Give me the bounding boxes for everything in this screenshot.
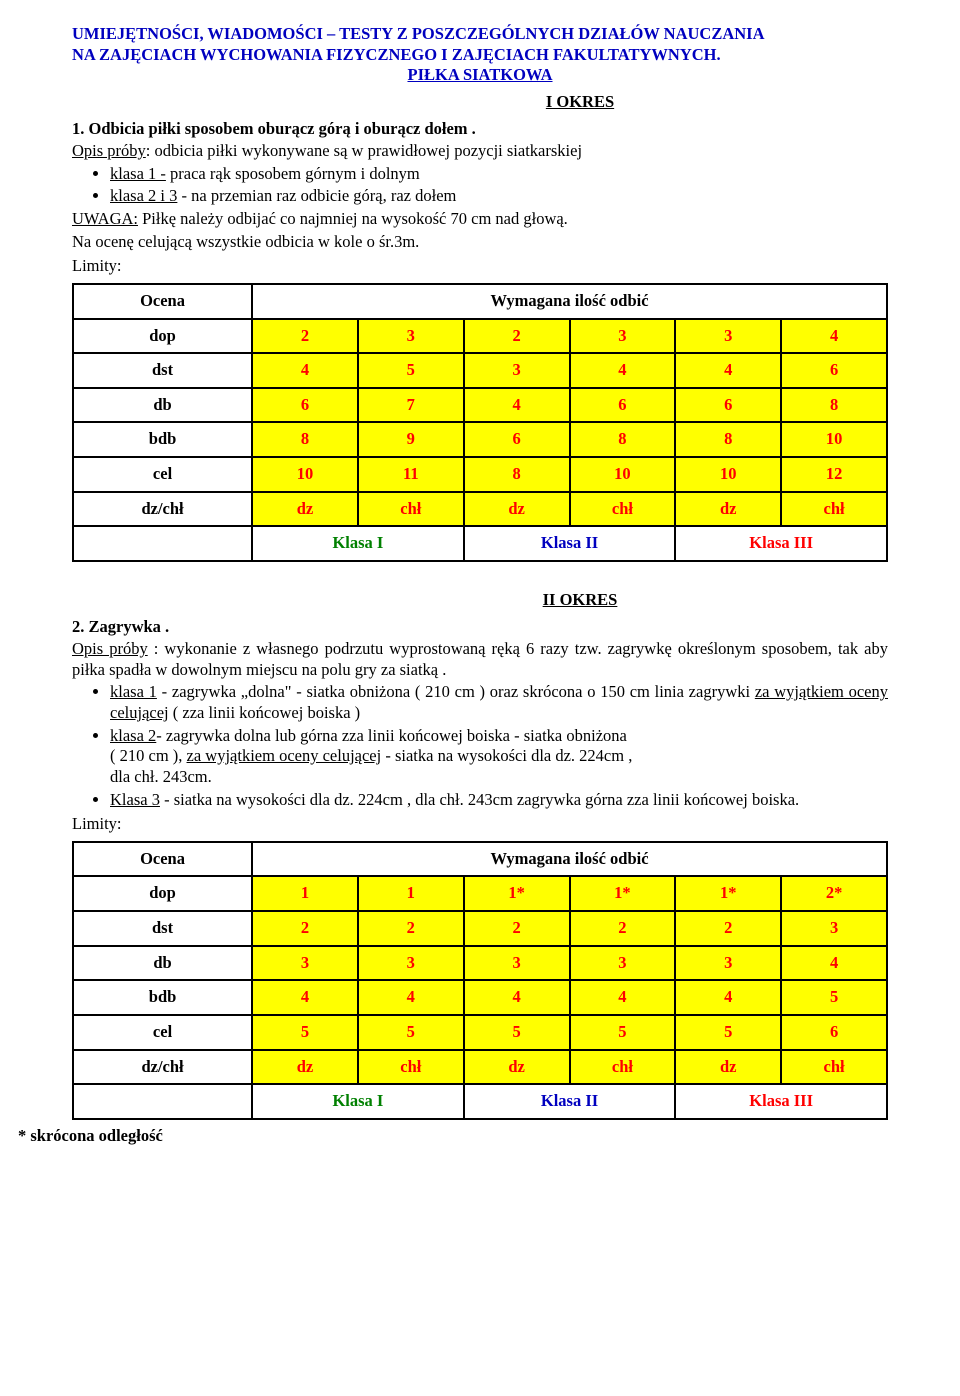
s2-bullet-1: klasa 1 - zagrywka „dolna" - siatka obni… [110,682,888,723]
table-row: cel 5 5 5 5 5 6 [73,1015,887,1050]
table-row: cel 10 11 8 10 10 12 [73,457,887,492]
s1-ocena-row: Ocena Wymagana ilość odbić [73,284,887,319]
table-row: dop 2 3 2 3 3 4 [73,319,887,354]
s1-table: Ocena Wymagana ilość odbić dop 2 3 2 3 3… [72,283,888,562]
s1-klasa3: Klasa III [675,526,887,561]
s2-desc-lead: Opis próby [72,639,148,658]
s2-dzrow: dz/chł dz chł dz chł dz chł [73,1050,887,1085]
s2-klasa2: Klasa II [464,1084,676,1119]
s1-klasa1: Klasa I [252,526,464,561]
s1-bullets: klasa 1 - praca rąk sposobem górnym i do… [96,164,888,207]
s2-title: 2. Zagrywka . [72,617,888,638]
footnote: * skrócona odległość [18,1126,888,1147]
s1-th-span: Wymagana ilość odbić [252,284,887,319]
okres-2: II OKRES [272,590,888,611]
s1-klasa2: Klasa II [464,526,676,561]
s1-dzrow: dz/chł dz chł dz chł dz chł [73,492,887,527]
s2-bullets: klasa 1 - zagrywka „dolna" - siatka obni… [96,682,888,810]
s2-table: Ocena Wymagana ilość odbić dop 1 1 1* 1*… [72,841,888,1120]
s2-klasa1: Klasa I [252,1084,464,1119]
s2-desc-rest: : wykonanie z własnego podrzutu wyprosto… [72,639,888,679]
table-row: dst 4 5 3 4 4 6 [73,353,887,388]
okres-1: I OKRES [272,92,888,113]
table-row: dop 1 1 1* 1* 1* 2* [73,876,887,911]
header-line1: UMIEJĘTNOŚCI, WIADOMOŚCI – TESTY Z POSZC… [72,24,888,45]
s1-uwaga: UWAGA: Piłkę należy odbijać co najmniej … [72,209,888,230]
table-row: bdb 8 9 6 8 8 10 [73,422,887,457]
table-row: bdb 4 4 4 4 4 5 [73,980,887,1015]
s2-foot-row: Klasa I Klasa II Klasa III [73,1084,887,1119]
s2-th-ocena: Ocena [73,842,252,877]
s1-note: Na ocenę celującą wszystkie odbicia w ko… [72,232,888,253]
s2-th-span: Wymagana ilość odbić [252,842,887,877]
s2-bullet-2: klasa 2- zagrywka dolna lub górna zza li… [110,726,888,788]
doc-header: UMIEJĘTNOŚCI, WIADOMOŚCI – TESTY Z POSZC… [72,24,888,86]
s2-limits-label: Limity: [72,814,888,835]
s1-desc-rest: : odbicia piłki wykonywane są w prawidło… [146,141,582,160]
s1-title: 1. Odbicia piłki sposobem oburącz górą i… [72,119,888,140]
s1-bullet-2: klasa 2 i 3 - na przemian raz odbicie gó… [110,186,888,207]
s1-desc: Opis próby: odbicia piłki wykonywane są … [72,141,888,162]
s2-klasa3: Klasa III [675,1084,887,1119]
s1-uwaga-lead: UWAGA: [72,209,138,228]
s1-foot-row: Klasa I Klasa II Klasa III [73,526,887,561]
table-row: db 3 3 3 3 3 4 [73,946,887,981]
header-line2: NA ZAJĘCIACH WYCHOWANIA FIZYCZNEGO I ZAJ… [72,45,888,66]
s2-ocena-row: Ocena Wymagana ilość odbić [73,842,887,877]
s1-bullet-1: klasa 1 - praca rąk sposobem górnym i do… [110,164,888,185]
s2-desc: Opis próby : wykonanie z własnego podrzu… [72,639,888,680]
table-row: dst 2 2 2 2 2 3 [73,911,887,946]
s1-th-ocena: Ocena [73,284,252,319]
s1-uwaga-rest: Piłkę należy odbijać co najmniej na wyso… [138,209,568,228]
table-row: db 6 7 4 6 6 8 [73,388,887,423]
s1-desc-lead: Opis próby [72,141,146,160]
header-subject: PIŁKA SIATKOWA [72,65,888,86]
s2-bullet-3: Klasa 3 - siatka na wysokości dla dz. 22… [110,790,888,811]
s1-limits-label: Limity: [72,256,888,277]
